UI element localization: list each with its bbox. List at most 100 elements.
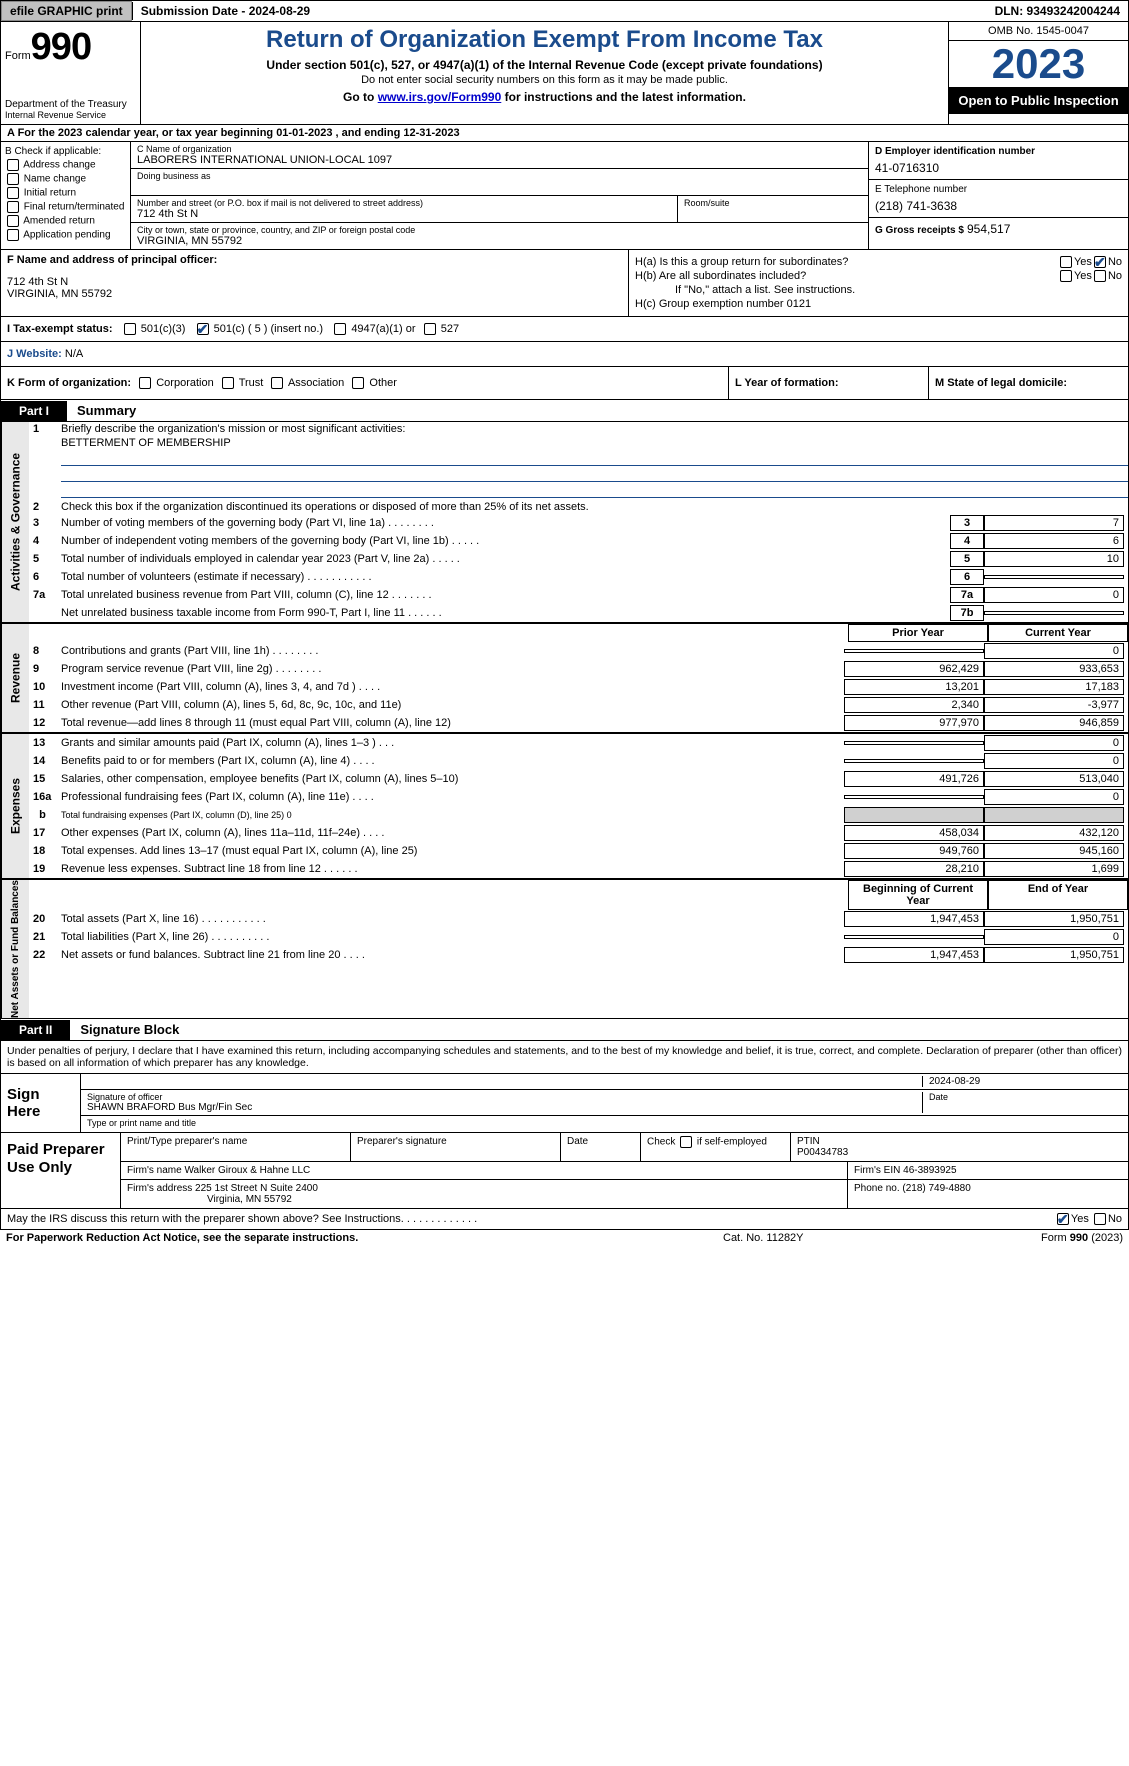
line10: Investment income (Part VIII, column (A)…: [61, 681, 844, 693]
line17: Other expenses (Part IX, column (A), lin…: [61, 827, 844, 839]
officer-name: SHAWN BRAFORD Bus Mgr/Fin Sec: [87, 1102, 922, 1113]
org-name: LABORERS INTERNATIONAL UNION-LOCAL 1097: [137, 154, 862, 166]
sig-officer-label: Signature of officer: [87, 1092, 922, 1102]
chk-name-change[interactable]: [7, 173, 19, 185]
discuss-question: May the IRS discuss this return with the…: [7, 1213, 1055, 1225]
chk-other[interactable]: [352, 377, 364, 389]
col-b-checkboxes: B Check if applicable: Address change Na…: [1, 142, 131, 249]
chk-address-change[interactable]: [7, 159, 19, 171]
firm-addr2: Virginia, MN 55792: [207, 1194, 292, 1205]
website-value: N/A: [65, 348, 83, 360]
sig-date: 2024-08-29: [922, 1076, 1122, 1087]
ssn-note: Do not enter social security numbers on …: [145, 74, 944, 86]
line6-val: [984, 575, 1124, 579]
date-label: Date: [922, 1092, 1122, 1113]
street-value: 712 4th St N: [137, 208, 671, 220]
ha-no[interactable]: [1094, 256, 1106, 268]
tax-status-label: I Tax-exempt status:: [7, 323, 113, 335]
line18: Total expenses. Add lines 13–17 (must eq…: [61, 845, 844, 857]
year-formation-label: L Year of formation:: [735, 377, 839, 389]
form-label: Form: [5, 50, 31, 62]
dept-treasury: Department of the Treasury: [5, 99, 136, 110]
firm-addr1: 225 1st Street N Suite 2400: [195, 1183, 318, 1194]
website-label: J Website:: [7, 348, 65, 360]
self-employed-label: Check if self-employed: [641, 1133, 791, 1161]
chk-trust[interactable]: [222, 377, 234, 389]
dln: DLN: 93493242004244: [987, 2, 1128, 20]
ha-yes[interactable]: [1060, 256, 1072, 268]
line3: Number of voting members of the governin…: [61, 517, 950, 529]
line19: Revenue less expenses. Subtract line 18 …: [61, 863, 844, 875]
chk-501c3[interactable]: [124, 323, 136, 335]
cat-no: Cat. No. 11282Y: [723, 1232, 923, 1244]
city-label: City or town, state or province, country…: [137, 225, 862, 235]
ein-label: D Employer identification number: [875, 146, 1122, 157]
paid-preparer-label: Paid Preparer Use Only: [1, 1133, 121, 1208]
chk-amended[interactable]: [7, 215, 19, 227]
gross-receipts-value: 954,517: [967, 222, 1010, 236]
vtab-expenses: Expenses: [1, 734, 29, 878]
discuss-yes[interactable]: [1057, 1213, 1069, 1225]
chk-app-pending[interactable]: [7, 229, 19, 241]
vtab-governance: Activities & Governance: [1, 422, 29, 622]
hdr-current: Current Year: [988, 624, 1128, 642]
chk-corp[interactable]: [139, 377, 151, 389]
vtab-revenue: Revenue: [1, 624, 29, 732]
irs-link[interactable]: www.irs.gov/Form990: [378, 90, 502, 104]
hb-yes[interactable]: [1060, 270, 1072, 282]
chk-self-employed[interactable]: [680, 1136, 692, 1148]
line3-val: 7: [984, 515, 1124, 531]
discuss-no[interactable]: [1094, 1213, 1106, 1225]
firm-addr-label: Firm's address: [127, 1183, 195, 1194]
ein-value: 41-0716310: [875, 161, 1122, 175]
goto-line: Go to www.irs.gov/Form990 for instructio…: [145, 90, 944, 104]
irs-label: Internal Revenue Service: [5, 110, 136, 120]
line12: Total revenue—add lines 8 through 11 (mu…: [61, 717, 844, 729]
gross-receipts-label: G Gross receipts $: [875, 225, 964, 236]
state-domicile-label: M State of legal domicile:: [935, 377, 1067, 389]
chk-initial-return[interactable]: [7, 187, 19, 199]
line5: Total number of individuals employed in …: [61, 553, 950, 565]
officer-label: F Name and address of principal officer:: [7, 254, 622, 266]
form-footer: Form 990 (2023): [923, 1232, 1123, 1244]
chk-final-return[interactable]: [7, 201, 19, 213]
line4: Number of independent voting members of …: [61, 535, 950, 547]
hdr-end: End of Year: [988, 880, 1128, 910]
phone-label: E Telephone number: [875, 184, 1122, 195]
efile-print-button[interactable]: efile GRAPHIC print: [1, 1, 132, 21]
prep-name-label: Print/Type preparer's name: [121, 1133, 351, 1161]
line4-val: 6: [984, 533, 1124, 549]
room-label: Room/suite: [684, 198, 862, 208]
chk-527[interactable]: [424, 323, 436, 335]
line8: Contributions and grants (Part VIII, lin…: [61, 645, 844, 657]
form-org-label: K Form of organization:: [7, 377, 131, 389]
org-name-label: C Name of organization: [137, 144, 862, 154]
chk-4947[interactable]: [334, 323, 346, 335]
section-bcde: B Check if applicable: Address change Na…: [0, 142, 1129, 250]
ptin-label: PTIN: [797, 1136, 1122, 1147]
hc-label: H(c) Group exemption number: [635, 298, 784, 310]
hb-no[interactable]: [1094, 270, 1106, 282]
prep-date-label: Date: [561, 1133, 641, 1161]
chk-501c[interactable]: [197, 323, 209, 335]
tax-year-line: A For the 2023 calendar year, or tax yea…: [0, 125, 1129, 142]
form-number: 990: [31, 26, 91, 68]
topbar: efile GRAPHIC print Submission Date - 20…: [0, 0, 1129, 22]
prep-sig-label: Preparer's signature: [351, 1133, 561, 1161]
line6: Total number of volunteers (estimate if …: [61, 571, 950, 583]
line20: Total assets (Part X, line 16) . . . . .…: [61, 913, 844, 925]
form-title: Return of Organization Exempt From Incom…: [145, 26, 944, 54]
firm-name-value: Walker Giroux & Hahne LLC: [184, 1165, 310, 1176]
line2: Check this box if the organization disco…: [61, 501, 1124, 513]
part1-title: Summary: [67, 400, 146, 421]
dba-label: Doing business as: [137, 171, 862, 181]
line14: Benefits paid to or for members (Part IX…: [61, 755, 844, 767]
ptin-value: P00434783: [797, 1147, 1122, 1158]
paperwork-notice: For Paperwork Reduction Act Notice, see …: [6, 1232, 723, 1244]
line9: Program service revenue (Part VIII, line…: [61, 663, 844, 675]
part2-tab: Part II: [1, 1020, 70, 1040]
chk-assoc[interactable]: [271, 377, 283, 389]
perjury-statement: Under penalties of perjury, I declare th…: [0, 1041, 1129, 1074]
tax-year: 2023: [949, 41, 1128, 87]
ha-label: H(a) Is this a group return for subordin…: [635, 256, 1058, 268]
